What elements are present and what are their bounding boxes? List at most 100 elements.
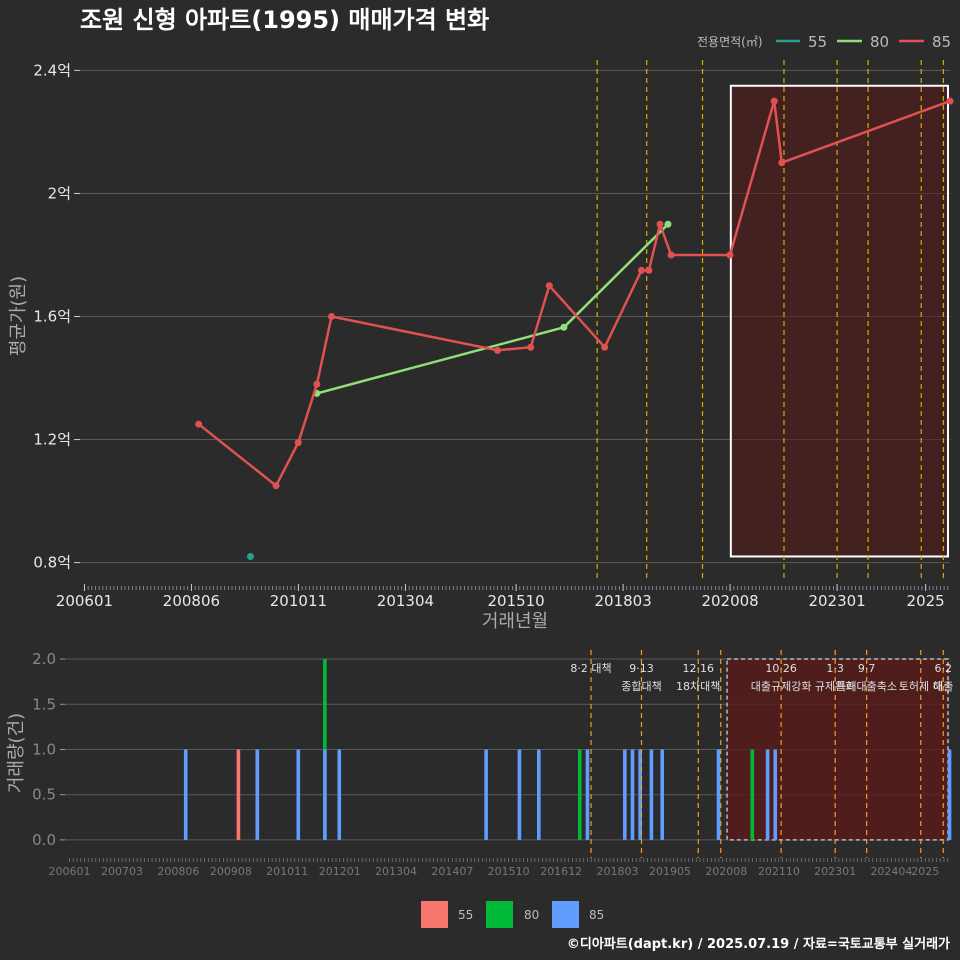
x-tick-label: 202301 xyxy=(808,592,865,610)
volume-bar-85 xyxy=(638,749,642,840)
volume-x-tick-label: 202301 xyxy=(814,865,856,878)
data-point-85 xyxy=(726,251,734,259)
volume-y-tick-label: 2.0 xyxy=(32,650,56,668)
data-point-85 xyxy=(946,97,954,105)
x-tick-label: 200601 xyxy=(56,592,113,610)
event-date-label: 8·2 대책 xyxy=(570,662,611,675)
volume-bar-85 xyxy=(296,749,301,840)
data-point-85 xyxy=(494,346,502,354)
volume-bar-85 xyxy=(255,749,260,840)
volume-bar-85 xyxy=(484,749,488,840)
y-tick-label: 0.8억 xyxy=(33,554,71,572)
event-date-label: 1·3 xyxy=(826,662,844,675)
event-date-label: 12·16 xyxy=(682,662,714,675)
legend-title: 전용면적(㎡) xyxy=(697,35,763,49)
volume-bar-85 xyxy=(517,749,522,840)
volume-x-tick-label: 200703 xyxy=(101,865,143,878)
volume-x-tick-label: 202008 xyxy=(705,865,747,878)
volume-x-tick-label: 202404 xyxy=(870,865,912,878)
chart-title: 조원 신형 아파트(1995) 매매가격 변화 xyxy=(80,6,489,34)
data-point-85 xyxy=(667,251,675,259)
x-axis-title: 거래년월 xyxy=(482,611,548,632)
data-point-80 xyxy=(664,220,672,228)
data-point-85 xyxy=(545,282,553,290)
volume-bar-85 xyxy=(585,749,590,840)
top-legend: 전용면적(㎡) 55 80 85 xyxy=(697,33,951,51)
volume-x-tick-label: 200806 xyxy=(157,865,199,878)
x-tick-label: 2025 xyxy=(907,592,945,610)
data-point-55 xyxy=(246,552,254,560)
volume-y-tick-label: 0.0 xyxy=(32,831,56,849)
x-tick-label: 201510 xyxy=(487,592,544,610)
event-name-label: 종합대책 xyxy=(621,680,661,693)
event-date-label: 6·2 xyxy=(934,662,952,675)
data-point-85 xyxy=(195,420,203,428)
volume-bar-85 xyxy=(947,749,952,840)
volume-bar-85 xyxy=(716,749,721,840)
volume-x-tick-label: 201612 xyxy=(540,865,582,878)
y-tick-label: 2.4억 xyxy=(33,61,71,79)
volume-bar-85 xyxy=(537,749,541,840)
event-name-label: 특례대출축소 xyxy=(836,680,897,693)
volume-bar-85 xyxy=(630,749,635,840)
event-name-label: 토허제 해 xyxy=(899,679,943,693)
y-tick-label: 1.2억 xyxy=(33,431,71,449)
data-point-85 xyxy=(637,266,645,274)
data-point-85 xyxy=(656,220,664,228)
y-tick-label: 2억 xyxy=(48,184,71,202)
legend-label-85: 85 xyxy=(932,33,951,51)
bar-legend-swatch-80 xyxy=(486,901,513,928)
data-point-85 xyxy=(645,266,653,274)
volume-bar-85 xyxy=(183,749,188,840)
volume-bar-85 xyxy=(773,749,778,840)
data-point-85 xyxy=(294,439,302,447)
y-tick-label: 1.6억 xyxy=(33,308,71,326)
volume-bar-85 xyxy=(765,749,770,840)
price-line-chart: 0.8억 1.2억 1.6억 2억 2.4억 200601 200806 201011 2013… xyxy=(33,60,954,610)
bar-legend-label-80: 80 xyxy=(524,908,539,922)
volume-x-tick-label: 201803 xyxy=(596,865,638,878)
x-tick-label: 201803 xyxy=(594,592,651,610)
volume-bar-85 xyxy=(660,749,665,840)
footer-credit: ©디아파트(dapt.kr) / 2025.07.19 / 자료=국토교통부 실… xyxy=(567,936,950,952)
data-point-85 xyxy=(527,343,535,351)
data-point-85 xyxy=(770,97,778,105)
legend-label-55: 55 xyxy=(808,33,827,51)
volume-bar-85 xyxy=(623,749,627,840)
data-point-85 xyxy=(313,380,321,388)
bar-legend-label-85: 85 xyxy=(589,908,604,922)
data-point-80 xyxy=(560,323,568,331)
volume-x-tick-label: 202110 xyxy=(758,865,800,878)
volume-x-tick-label: 201510 xyxy=(488,865,530,878)
event-date-label: 9·7 xyxy=(858,662,876,675)
volume-x-tick-label: 200601 xyxy=(49,865,91,878)
volume-x-tick-label: 201407 xyxy=(431,865,473,878)
event-name-label: 18차대책 xyxy=(676,680,720,693)
bar-legend-swatch-85 xyxy=(552,901,579,928)
volume-y-tick-label: 1.0 xyxy=(32,740,56,758)
volume-bar-chart: 0.0 0.5 1.0 1.5 2.0 8·2 대책 9·13 종합대책 12·16 18차대책 1… xyxy=(32,650,953,878)
data-point-85 xyxy=(601,343,609,351)
volume-y-tick-label: 0.5 xyxy=(32,786,56,804)
volume-x-tick-label: 2025 xyxy=(911,865,939,878)
event-name-label: 규제완화 xyxy=(815,680,855,693)
legend-label-80: 80 xyxy=(870,33,889,51)
volume-bar-80 xyxy=(750,749,755,840)
event-name-label: 대출규제강화 xyxy=(751,680,812,693)
x-tick-label: 202008 xyxy=(701,592,758,610)
volume-x-tick-label: 201011 xyxy=(266,865,308,878)
volume-x-tick-label: 201905 xyxy=(649,865,691,878)
volume-x-tick-label: 200908 xyxy=(210,865,252,878)
highlight-region xyxy=(729,84,950,558)
data-point-85 xyxy=(327,313,335,320)
event-date-label: 10·26 xyxy=(765,662,797,675)
data-point-85 xyxy=(778,159,786,167)
volume-x-tick-label: 201201 xyxy=(319,865,361,878)
volume-bar-80 xyxy=(577,749,582,840)
bar-legend-label-55: 55 xyxy=(458,908,473,922)
volume-bar-85 xyxy=(649,749,654,840)
x-tick-label: 201011 xyxy=(270,592,327,610)
volume-bar-55 xyxy=(236,749,241,840)
x-tick-label: 201304 xyxy=(377,592,434,610)
